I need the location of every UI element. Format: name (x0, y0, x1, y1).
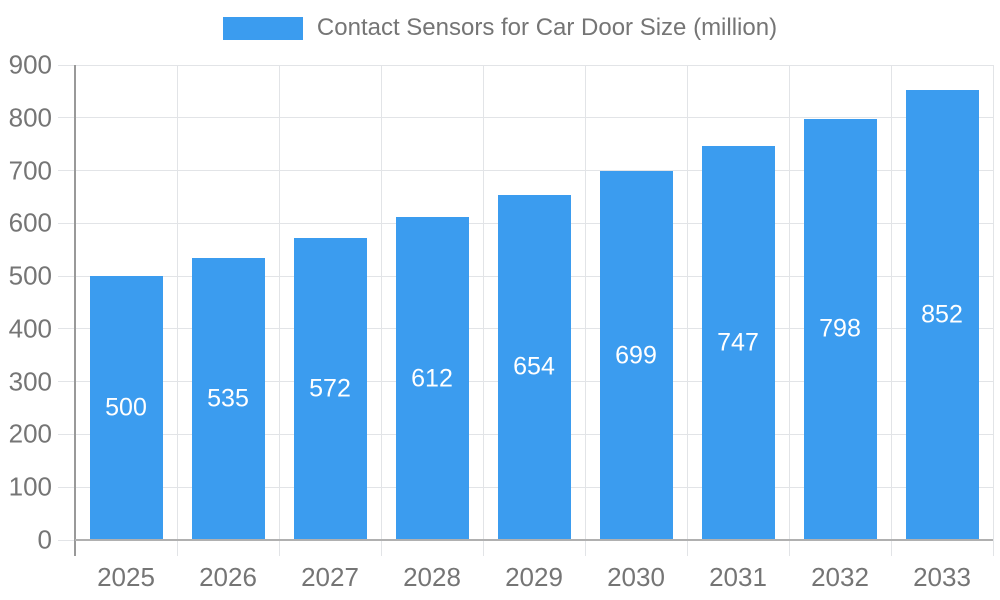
y-tick-mark (58, 170, 75, 172)
y-axis-label: 700 (8, 155, 52, 186)
gridline-vertical (584, 65, 586, 556)
bar-2029[interactable] (497, 194, 571, 540)
x-axis-label: 2027 (301, 562, 359, 592)
bar-value-label: 572 (309, 374, 351, 403)
gridline-vertical (380, 65, 382, 556)
bar-2031[interactable] (701, 145, 775, 540)
gridline-vertical (686, 65, 688, 556)
bar-value-label: 747 (717, 328, 759, 357)
y-tick-mark (58, 539, 75, 541)
legend-swatch (222, 16, 303, 40)
bar-value-label: 798 (819, 314, 861, 343)
bar-2032[interactable] (803, 118, 877, 540)
y-axis-label: 400 (8, 313, 52, 344)
y-axis-label: 200 (8, 418, 52, 449)
bar-2026[interactable] (191, 257, 265, 540)
x-axis-label: 2033 (913, 562, 971, 592)
bar-value-label: 699 (615, 341, 657, 370)
bar-value-label: 654 (513, 352, 555, 381)
y-axis-label: 600 (8, 207, 52, 238)
x-axis-label: 2028 (403, 562, 461, 592)
x-axis-label: 2031 (709, 562, 767, 592)
x-axis-label: 2032 (811, 562, 869, 592)
x-axis-label: 2025 (97, 562, 155, 592)
gridline-vertical (482, 65, 484, 556)
bar-value-label: 535 (207, 384, 249, 413)
gridline-horizontal (75, 64, 993, 66)
gridline-vertical (176, 65, 178, 556)
gridline-vertical (788, 65, 790, 556)
y-axis-label: 800 (8, 102, 52, 133)
y-axis-label: 500 (8, 260, 52, 291)
x-axis-line (75, 539, 993, 541)
y-tick-mark (58, 275, 75, 277)
bar-2030[interactable] (599, 171, 673, 540)
y-axis-label: 300 (8, 366, 52, 397)
y-tick-mark (58, 117, 75, 119)
legend-label: Contact Sensors for Car Door Size (milli… (316, 14, 778, 41)
bar-2027[interactable] (293, 238, 367, 540)
y-axis-line (74, 65, 76, 556)
bar-2028[interactable] (395, 217, 469, 540)
gridline-horizontal (75, 117, 993, 119)
y-axis-label: 0 (37, 524, 52, 555)
y-tick-mark (58, 328, 75, 330)
y-axis-label: 100 (8, 471, 52, 502)
y-tick-mark (58, 381, 75, 383)
bar-value-label: 500 (105, 393, 147, 422)
bar-value-label: 852 (921, 300, 963, 329)
chart-legend[interactable]: Contact Sensors for Car Door Size (milli… (0, 14, 1000, 42)
bar-2033[interactable] (905, 90, 979, 540)
gridline-vertical (278, 65, 280, 556)
y-axis-label: 900 (8, 49, 52, 80)
y-tick-mark (58, 222, 75, 224)
bar-value-label: 612 (411, 364, 453, 392)
gridline-vertical (890, 65, 892, 556)
bar-2025[interactable] (89, 276, 163, 540)
x-axis-label: 2026 (199, 562, 257, 592)
gridline-horizontal (75, 170, 993, 172)
y-tick-mark (58, 433, 75, 435)
x-axis-label: 2029 (505, 562, 563, 592)
x-axis-label: 2030 (607, 562, 665, 592)
y-tick-mark (58, 486, 75, 488)
y-tick-mark (58, 64, 75, 66)
gridline-vertical (992, 65, 994, 556)
